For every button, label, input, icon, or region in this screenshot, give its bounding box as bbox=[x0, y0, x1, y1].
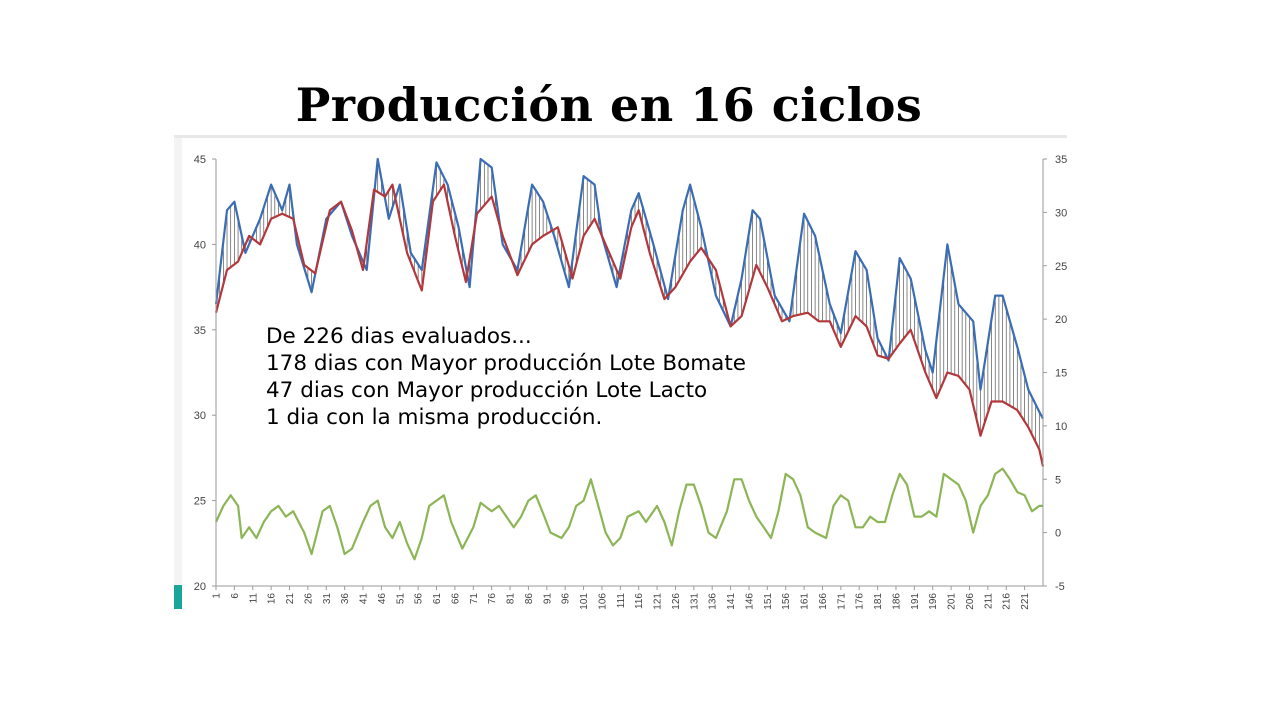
x-tick-label-141: 141 bbox=[726, 593, 737, 610]
y-right-tick-label--5: -5 bbox=[1055, 581, 1065, 593]
y-right-tick-label-20: 20 bbox=[1055, 314, 1067, 326]
x-tick-label-116: 116 bbox=[634, 593, 645, 609]
annotation-line-4: 1 dia con la misma producción. bbox=[266, 405, 603, 430]
y-right-tick-label-35: 35 bbox=[1055, 154, 1067, 166]
x-tick-label-136: 136 bbox=[708, 593, 719, 610]
x-tick-label-46: 46 bbox=[377, 593, 388, 605]
y-left-tick-label-40: 40 bbox=[194, 239, 206, 251]
y-right-tick-label-15: 15 bbox=[1055, 368, 1067, 380]
x-tick-label-11: 11 bbox=[248, 593, 259, 604]
x-tick-label-221: 221 bbox=[1020, 593, 1031, 610]
x-tick-label-166: 166 bbox=[818, 593, 829, 610]
x-tick-label-131: 131 bbox=[689, 593, 700, 610]
x-tick-label-21: 21 bbox=[285, 593, 296, 605]
x-tick-label-151: 151 bbox=[763, 593, 774, 610]
x-tick-label-91: 91 bbox=[542, 593, 553, 605]
x-tick-label-161: 161 bbox=[800, 593, 811, 610]
y-left-tick-label-35: 35 bbox=[194, 325, 206, 337]
y-left-tick-label-30: 30 bbox=[194, 410, 206, 422]
x-tick-label-61: 61 bbox=[432, 593, 443, 605]
x-tick-label-196: 196 bbox=[928, 593, 939, 610]
annotation-line-2: 178 dias con Mayor producción Lote Bomat… bbox=[266, 351, 747, 376]
y-left-tick-label-20: 20 bbox=[194, 581, 206, 593]
x-tick-label-51: 51 bbox=[395, 593, 406, 605]
y-right-tick-label-10: 10 bbox=[1055, 421, 1067, 433]
annotation-box: De 226 dias evaluados... 178 dias con Ma… bbox=[266, 323, 746, 431]
x-tick-label-216: 216 bbox=[1002, 593, 1013, 610]
series-lines bbox=[214, 157, 1045, 561]
x-tick-label-146: 146 bbox=[744, 593, 755, 610]
x-tick-label-96: 96 bbox=[561, 593, 572, 605]
chart-top-rule bbox=[174, 135, 1067, 138]
x-tick-label-86: 86 bbox=[524, 593, 535, 605]
x-tick-label-121: 121 bbox=[653, 593, 664, 610]
annotation-line-3: 47 dias con Mayor producción Lote Lacto bbox=[266, 378, 708, 403]
x-tick-label-26: 26 bbox=[303, 593, 314, 605]
accent-bar bbox=[174, 585, 182, 609]
y-right-tick-label-25: 25 bbox=[1055, 261, 1067, 273]
x-tick-label-171: 171 bbox=[836, 593, 847, 610]
x-tick-label-191: 191 bbox=[910, 593, 921, 610]
x-tick-label-101: 101 bbox=[579, 593, 590, 610]
x-tick-label-181: 181 bbox=[873, 593, 884, 610]
x-tick-label-186: 186 bbox=[891, 593, 902, 610]
series-difference-line bbox=[215, 467, 1043, 561]
series-lacto-line bbox=[214, 183, 1045, 467]
x-tick-label-81: 81 bbox=[506, 593, 517, 605]
x-tick-label-41: 41 bbox=[359, 593, 370, 605]
x-tick-label-211: 211 bbox=[983, 593, 994, 609]
x-tick-label-36: 36 bbox=[340, 593, 351, 605]
x-tick-label-31: 31 bbox=[322, 593, 333, 605]
series-bomate-line bbox=[214, 157, 1044, 420]
chart-left-shade bbox=[174, 138, 182, 608]
x-tick-label-6: 6 bbox=[230, 593, 241, 599]
x-tick-label-1: 1 bbox=[212, 593, 223, 599]
y-left-tick-label-25: 25 bbox=[194, 496, 206, 508]
x-tick-label-71: 71 bbox=[469, 593, 480, 605]
x-tick-label-206: 206 bbox=[965, 593, 976, 610]
x-tick-label-176: 176 bbox=[855, 593, 866, 610]
x-tick-label-126: 126 bbox=[671, 593, 682, 610]
y-right-tick-label-30: 30 bbox=[1055, 207, 1067, 219]
y-right-tick-label-5: 5 bbox=[1055, 474, 1061, 486]
x-tick-label-111: 111 bbox=[616, 593, 627, 609]
x-tick-label-106: 106 bbox=[597, 593, 608, 610]
x-tick-label-16: 16 bbox=[267, 593, 278, 605]
y-left-tick-label-45: 45 bbox=[194, 154, 206, 166]
x-tick-label-66: 66 bbox=[450, 593, 461, 605]
x-tick-label-56: 56 bbox=[414, 593, 425, 605]
annotation-line-1: De 226 dias evaluados... bbox=[266, 324, 532, 349]
x-tick-label-201: 201 bbox=[947, 593, 958, 610]
x-tick-label-76: 76 bbox=[487, 593, 498, 605]
x-tick-label-156: 156 bbox=[781, 593, 792, 610]
y-right-tick-label-0: 0 bbox=[1055, 528, 1061, 540]
page-title: Producción en 16 ciclos bbox=[295, 78, 923, 132]
